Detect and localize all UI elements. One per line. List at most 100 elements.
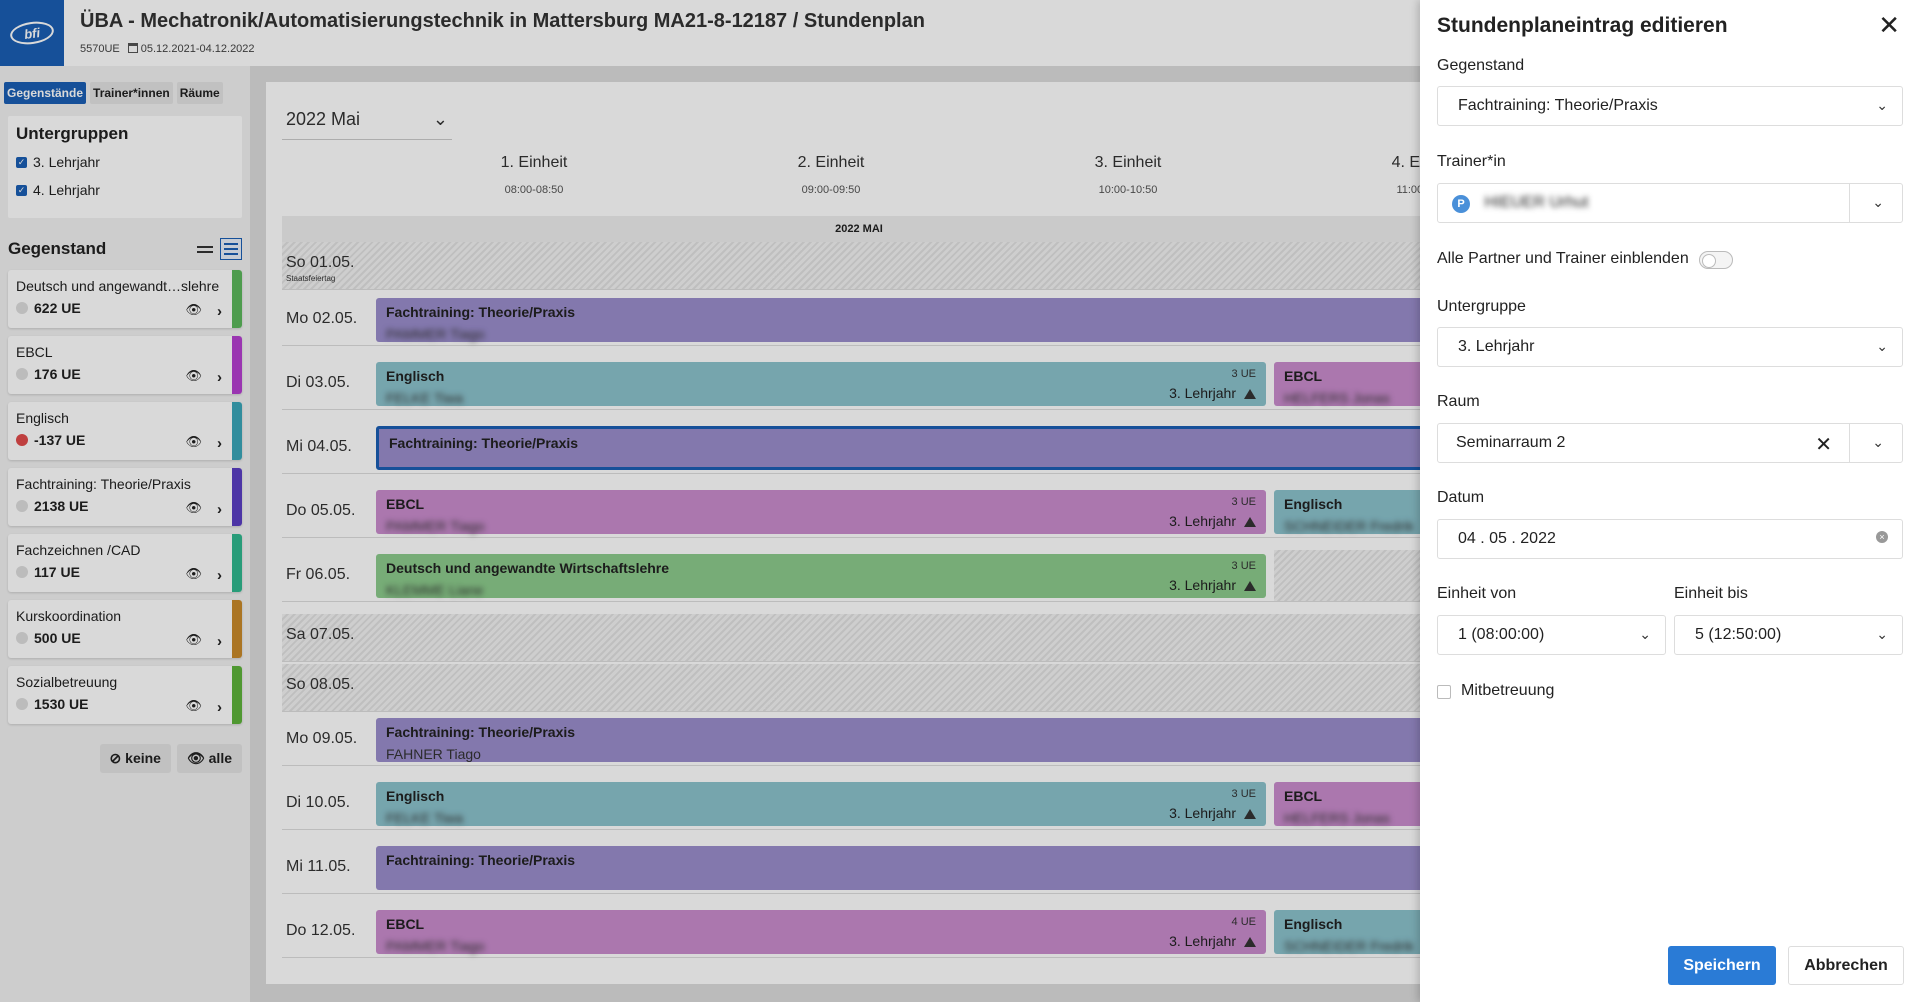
clear-icon[interactable]: ✕ bbox=[1815, 434, 1832, 456]
day-label: Di 03.05. bbox=[286, 374, 351, 391]
einheit-von-select[interactable]: 1 (08:00:00) ⌄ bbox=[1437, 615, 1666, 655]
page-title: ÜBA - Mechatronik/Automatisierungstechni… bbox=[80, 10, 925, 32]
subject-card[interactable]: Fachzeichnen /CAD 117 UE 👁 › bbox=[8, 534, 242, 592]
subject-card[interactable]: Deutsch und angewandt…slehre 622 UE 👁 › bbox=[8, 270, 242, 328]
eye-off-icon: ⊘ bbox=[109, 750, 126, 766]
datum-label: Datum bbox=[1437, 489, 1485, 506]
ue-value: 117 UE bbox=[34, 564, 80, 580]
save-button[interactable]: Speichern bbox=[1668, 946, 1776, 985]
schedule-event[interactable]: EBCL HELFERS Jonas bbox=[1274, 782, 1444, 826]
event-ue: 3 UE bbox=[1231, 496, 1256, 508]
chevron-down-icon: ⌄ bbox=[1639, 626, 1651, 642]
chevron-right-icon[interactable]: › bbox=[217, 633, 222, 650]
month-select[interactable]: 2022 Mai ⌄ bbox=[282, 100, 452, 140]
subject-color-stripe bbox=[232, 336, 242, 394]
schedule-event[interactable]: Deutsch und angewandte Wirtschaftslehre … bbox=[376, 554, 1266, 598]
checkbox-checked-icon[interactable]: ✓ bbox=[16, 184, 27, 196]
tab-gegenstaende[interactable]: Gegenstände bbox=[4, 82, 87, 104]
day-row: Do 12.05. EBCL PAMMER Tiago 4 UE 3. Lehr… bbox=[282, 906, 1444, 958]
schedule-event[interactable]: EBCL HELFERS Jonas bbox=[1274, 362, 1444, 406]
event-title: Englisch bbox=[1284, 916, 1343, 932]
show-all-partners-toggle[interactable] bbox=[1699, 251, 1733, 269]
bfi-logo[interactable]: bfi bbox=[0, 0, 64, 66]
day-row: Di 10.05. Englisch FELKE Tiwa 3 UE 3. Le… bbox=[282, 778, 1444, 830]
subject-card[interactable]: EBCL 176 UE 👁 › bbox=[8, 336, 242, 394]
chevron-down-icon[interactable]: ⌄ bbox=[1872, 434, 1884, 450]
eye-icon[interactable]: 👁 bbox=[185, 302, 202, 317]
einheit-bis-select[interactable]: 5 (12:50:00) ⌄ bbox=[1674, 615, 1903, 655]
gegenstand-select[interactable]: Fachtraining: Theorie/Praxis ⌄ bbox=[1437, 86, 1903, 126]
warning-triangle-icon bbox=[1244, 937, 1256, 947]
subgroup-item[interactable]: ✓ 4. Lehrjahr bbox=[16, 182, 234, 198]
eye-icon[interactable]: 👁 bbox=[185, 434, 202, 449]
tab-trainerinnen[interactable]: Trainer*innen bbox=[90, 82, 173, 104]
event-title: Fachtraining: Theorie/Praxis bbox=[386, 852, 576, 868]
datum-input[interactable]: 04 . 05 . 2022 × bbox=[1437, 519, 1903, 559]
untergruppe-select[interactable]: 3. Lehrjahr ⌄ bbox=[1437, 327, 1903, 367]
tab-raeume[interactable]: Räume bbox=[176, 82, 223, 104]
chevron-right-icon[interactable]: › bbox=[217, 369, 222, 386]
non-working-day-pattern bbox=[282, 242, 1436, 289]
eye-icon[interactable]: 👁 bbox=[185, 632, 202, 647]
chevron-down-icon[interactable]: ⌄ bbox=[1872, 194, 1884, 210]
eye-icon[interactable]: 👁 bbox=[185, 566, 202, 581]
eye-icon[interactable]: 👁 bbox=[185, 500, 202, 515]
schedule-event-selected[interactable]: Fachtraining: Theorie/Praxis bbox=[376, 426, 1456, 470]
einheit-bis-value: 5 (12:50:00) bbox=[1695, 626, 1782, 643]
mitbetreuung-checkbox[interactable] bbox=[1437, 685, 1451, 699]
subject-color-stripe bbox=[232, 534, 242, 592]
trainer-select[interactable]: P HIEUER Urhut ⌄ bbox=[1437, 183, 1903, 223]
subject-card[interactable]: Fachtraining: Theorie/Praxis 2138 UE 👁 › bbox=[8, 468, 242, 526]
schedule-event[interactable]: Englisch FELKE Tiwa 3 UE 3. Lehrjahr bbox=[376, 362, 1266, 406]
subject-card[interactable]: Englisch -137 UE 👁 › bbox=[8, 402, 242, 460]
event-ue: 3 UE bbox=[1231, 560, 1256, 572]
schedule-event[interactable]: EBCL PAMMER Tiago 3 UE 3. Lehrjahr bbox=[376, 490, 1266, 534]
period-header: 1. Einheit 08:00-08:50 bbox=[409, 154, 659, 196]
gegenstand-label: Gegenstand bbox=[1437, 57, 1525, 74]
subjects-header: Gegenstand bbox=[8, 238, 242, 260]
schedule-event[interactable]: Fachtraining: Theorie/Praxis PAMMER Tiag… bbox=[376, 298, 1456, 342]
divider bbox=[1849, 184, 1850, 222]
schedule-event[interactable]: EBCL PAMMER Tiago 4 UE 3. Lehrjahr bbox=[376, 910, 1266, 954]
modal-backdrop[interactable] bbox=[0, 0, 1420, 1002]
day-label: Do 05.05. bbox=[286, 502, 356, 519]
schedule-event[interactable]: Englisch FELKE Tiwa 3 UE 3. Lehrjahr bbox=[376, 782, 1266, 826]
show-all-label: alle bbox=[208, 750, 232, 766]
cancel-button[interactable]: Abbrechen bbox=[1788, 946, 1904, 985]
show-all-button[interactable]: 👁 alle bbox=[176, 744, 242, 773]
event-trainer: HELFERS Jonas bbox=[1284, 390, 1390, 406]
eye-icon[interactable]: 👁 bbox=[185, 368, 202, 383]
close-icon[interactable]: ✕ bbox=[1878, 10, 1900, 40]
ue-value: 176 UE bbox=[34, 366, 81, 382]
schedule-event[interactable]: Fachtraining: Theorie/Praxis FAHNER Tiag… bbox=[376, 718, 1456, 762]
subject-ue: 622 UE bbox=[16, 300, 234, 316]
checkbox-checked-icon[interactable]: ✓ bbox=[16, 156, 27, 168]
hide-all-button[interactable]: ⊘ keine bbox=[99, 744, 171, 773]
chevron-right-icon[interactable]: › bbox=[217, 303, 222, 320]
subject-color-stripe bbox=[232, 270, 242, 328]
compact-view-icon[interactable] bbox=[194, 238, 216, 260]
eye-icon[interactable]: 👁 bbox=[185, 698, 202, 713]
subgroup-item[interactable]: ✓ 3. Lehrjahr bbox=[16, 154, 234, 170]
raum-select[interactable]: Seminarraum 2 ✕ ⌄ bbox=[1437, 423, 1903, 463]
day-row: Mo 02.05. Fachtraining: Theorie/Praxis P… bbox=[282, 294, 1456, 346]
chevron-right-icon[interactable]: › bbox=[217, 435, 222, 452]
schedule-event[interactable]: Englisch SCHNEIDER Fredrik bbox=[1274, 490, 1444, 534]
left-sidebar: Gegenstände Trainer*innen Räume Untergru… bbox=[0, 66, 250, 1002]
detailed-view-icon[interactable] bbox=[220, 238, 242, 260]
day-label: So 01.05. bbox=[286, 254, 355, 271]
schedule-event[interactable]: Englisch SCHNEIDER Fredrik bbox=[1274, 910, 1444, 954]
chevron-right-icon[interactable]: › bbox=[217, 699, 222, 716]
chevron-right-icon[interactable]: › bbox=[217, 501, 222, 518]
event-trainer: FELKE Tiwa bbox=[386, 390, 464, 406]
clear-date-icon[interactable]: × bbox=[1876, 531, 1888, 543]
chevron-right-icon[interactable]: › bbox=[217, 567, 222, 584]
event-subgroup: 3. Lehrjahr bbox=[1169, 385, 1256, 401]
event-trainer: SCHNEIDER Fredrik bbox=[1284, 518, 1414, 534]
subject-card[interactable]: Kurskoordination 500 UE 👁 › bbox=[8, 600, 242, 658]
subject-card[interactable]: Sozialbetreuung 1530 UE 👁 › bbox=[8, 666, 242, 724]
einheit-bis-label: Einheit bis bbox=[1674, 585, 1748, 602]
event-trainer: PAMMER Tiago bbox=[386, 938, 485, 954]
event-title: EBCL bbox=[386, 916, 425, 932]
schedule-event[interactable]: Fachtraining: Theorie/Praxis bbox=[376, 846, 1456, 890]
